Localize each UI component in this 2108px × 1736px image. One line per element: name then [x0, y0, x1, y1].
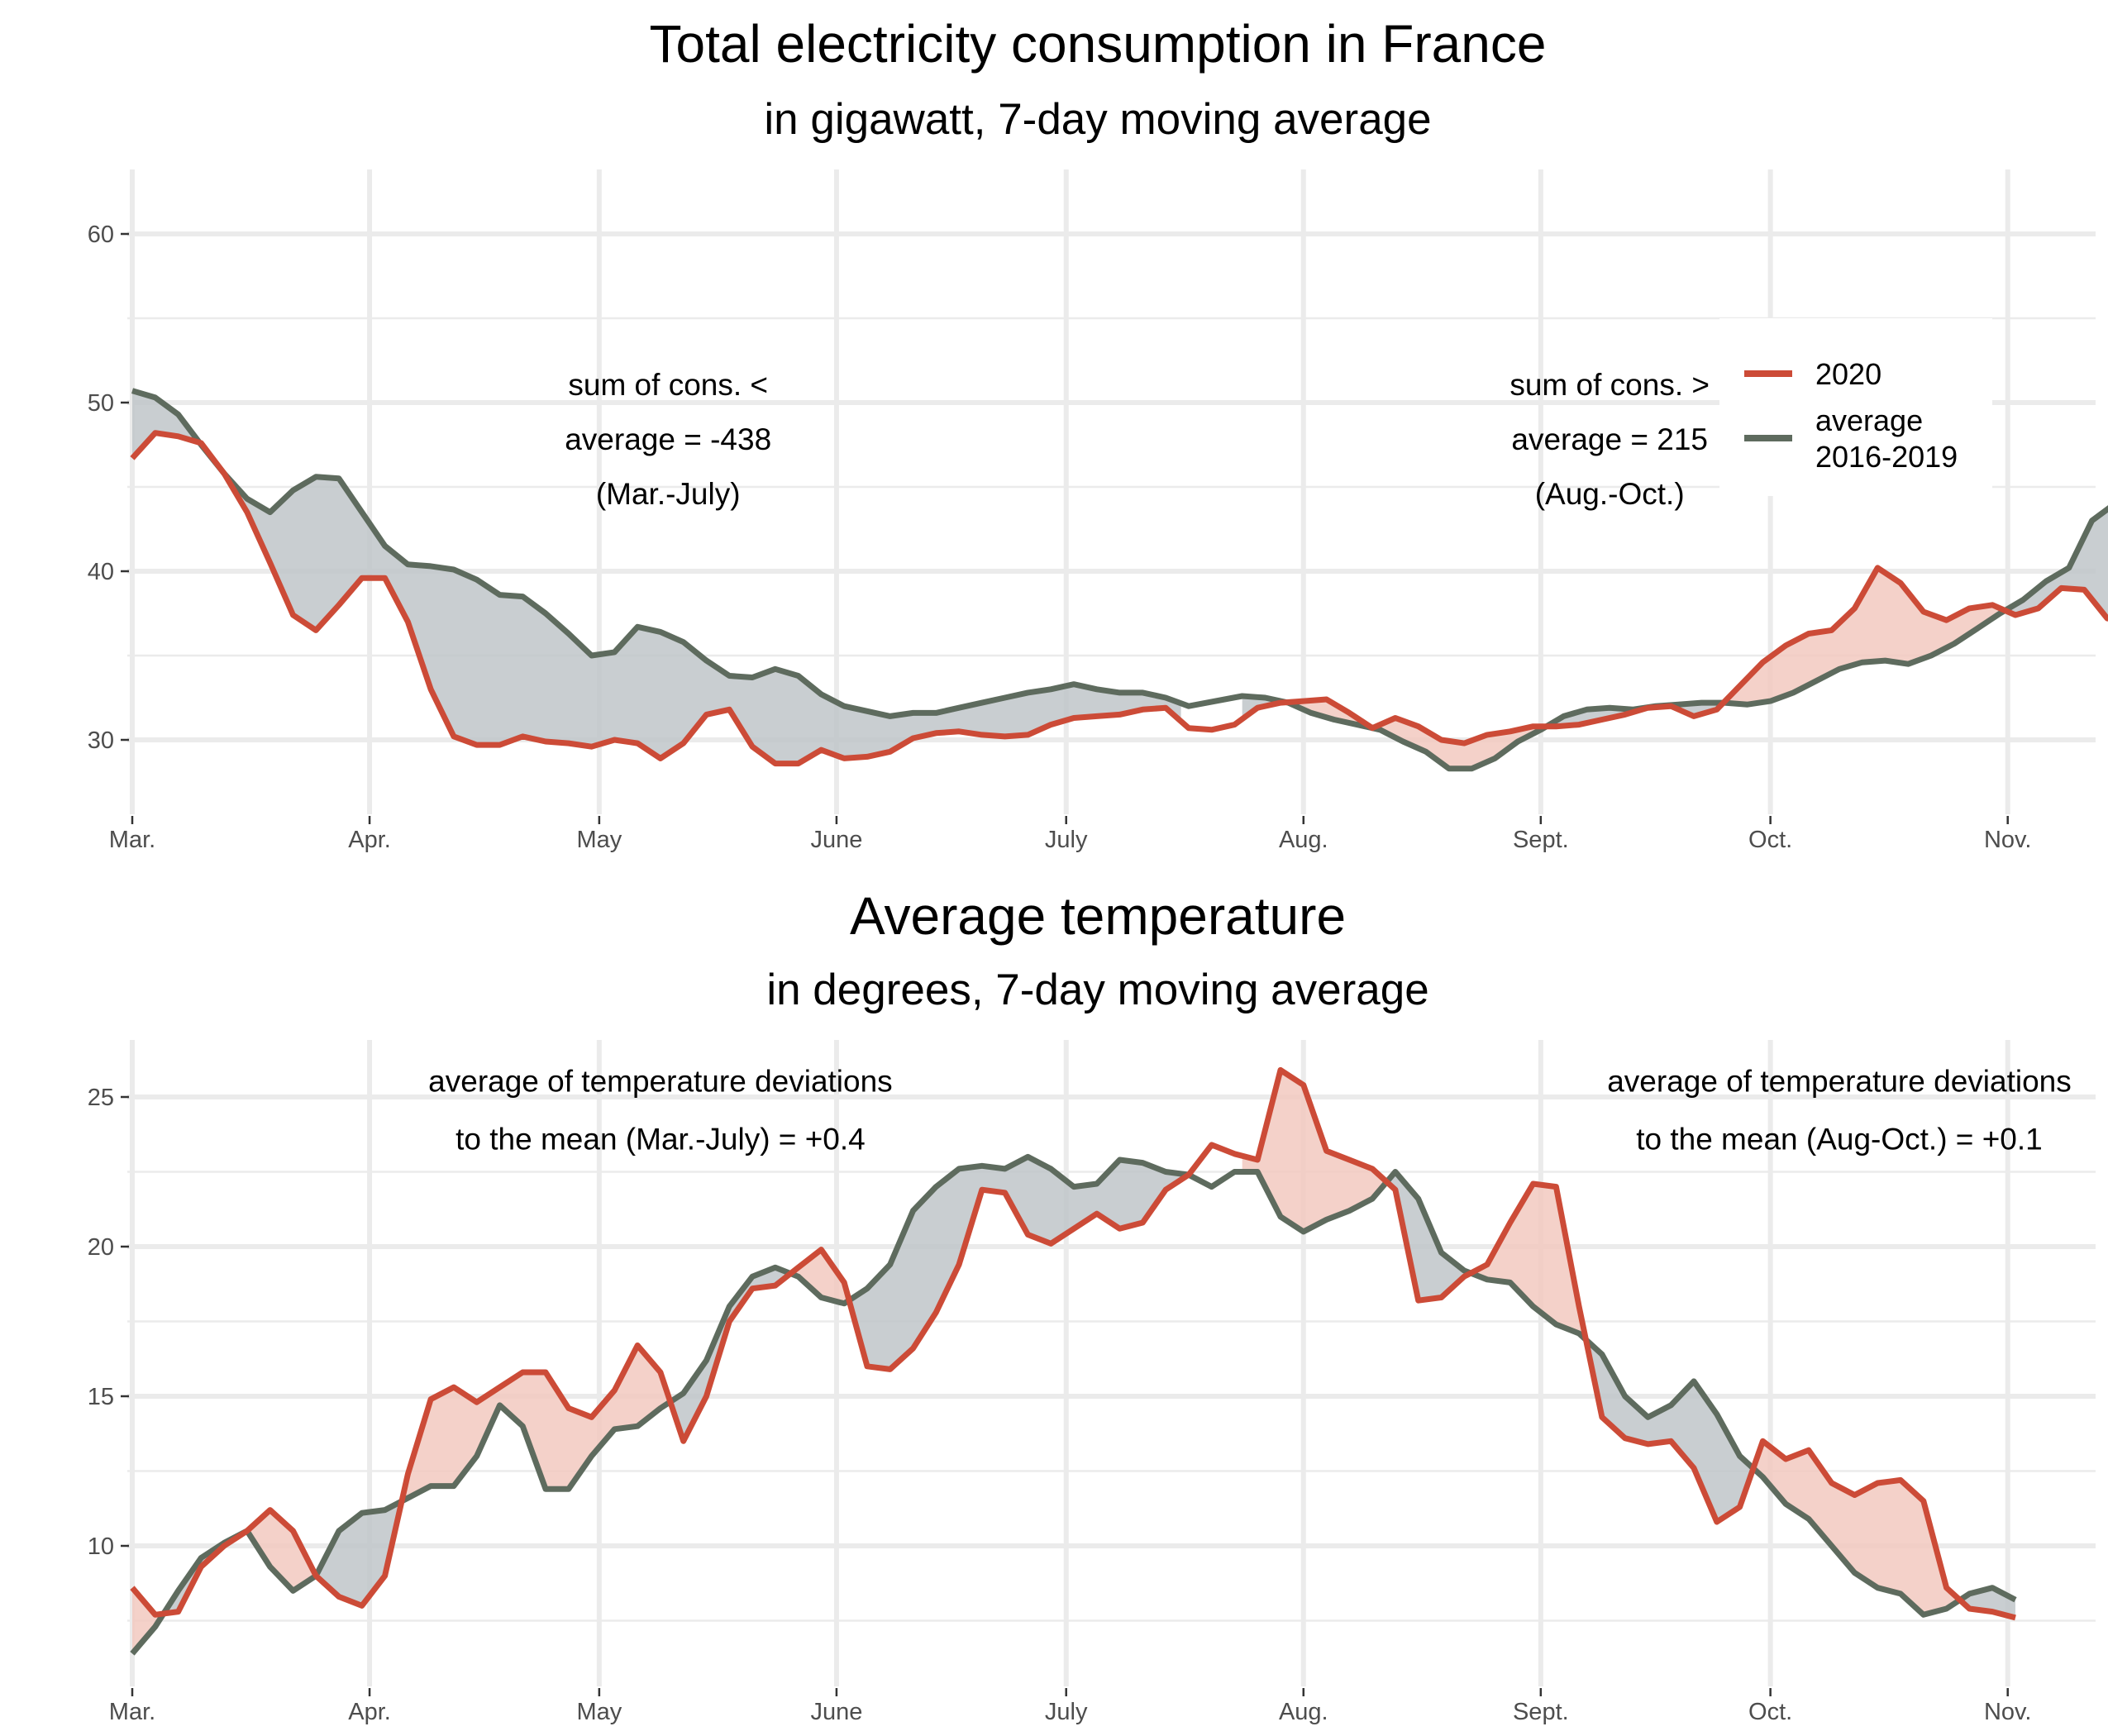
- temperature-annotation-line: average of temperature deviations: [428, 1065, 893, 1099]
- temperature-deviation-ribbons: [132, 1070, 2015, 1654]
- electricity-x-tick-label: Nov.: [1984, 827, 2031, 853]
- electricity-annotation-line: (Mar.-July): [596, 477, 741, 511]
- temperature-x-tick-label: Nov.: [1984, 1699, 2031, 1725]
- electricity-y-tick-label: 30: [88, 727, 114, 754]
- temperature-x-tick-label: Mar.: [109, 1699, 155, 1725]
- temperature-fill-below-average: [1387, 1171, 1468, 1301]
- temperature-annotation-line: to the mean (Mar.-July) = +0.4: [455, 1123, 866, 1157]
- electricity-y-tick-label: 60: [88, 222, 114, 248]
- electricity-chart-panel: Total electricity consumption in France …: [88, 14, 2108, 853]
- temperature-fill-above-average: [246, 1509, 317, 1591]
- temperature-series-line-average-2016-2019: [130, 1153, 2017, 1656]
- temperature-x-tick-label: Oct.: [1748, 1699, 1792, 1725]
- temperature-series-line-2020: [130, 1066, 2016, 1621]
- electricity-x-tick-label: Apr.: [348, 827, 391, 853]
- electricity-x-tick-label: Mar.: [109, 827, 155, 853]
- temperature-chart-panel: Average temperature in degrees, 7-day mo…: [88, 886, 2096, 1725]
- electricity-x-tick-label: Oct.: [1748, 827, 1792, 853]
- electricity-annotation-line: sum of cons. >: [1509, 368, 1710, 402]
- temperature-grid: 10 15 20 25 Mar. Apr. May June July Aug. Sept. Oct.…: [88, 1040, 2096, 1725]
- electricity-annotation-line: average = 215: [1511, 422, 1708, 456]
- electricity-fill-below-average: [227, 476, 1181, 764]
- electricity-annotation-line: sum of cons. <: [568, 368, 768, 402]
- temperature-x-tick-label: Aug.: [1279, 1699, 1328, 1725]
- temperature-chart-subtitle: in degrees, 7-day moving average: [766, 966, 1428, 1014]
- temperature-x-tick-label: Sept.: [1513, 1699, 1569, 1725]
- electricity-y-tick-label: 50: [88, 390, 114, 417]
- temperature-fill-above-average: [1242, 1070, 1385, 1232]
- temperature-fill-below-average: [671, 1267, 787, 1442]
- electricity-chart-subtitle: in gigawatt, 7-day moving average: [764, 95, 1431, 144]
- temperature-x-tick-label: Apr.: [348, 1699, 391, 1725]
- electricity-x-tick-label: May: [576, 827, 622, 853]
- electricity-fill-below-average: [132, 390, 198, 459]
- temperature-fill-above-average: [132, 1587, 164, 1654]
- electricity-x-tick-label: June: [810, 827, 862, 853]
- electricity-x-tick-label: Sept.: [1513, 827, 1569, 853]
- electricity-chart-title: Total electricity consumption in France: [650, 14, 1547, 74]
- electricity-series-line-2020: [130, 430, 2108, 767]
- legend-label: 2020: [1815, 357, 1881, 391]
- temperature-fill-above-average: [1471, 1183, 1583, 1338]
- temperature-annotation-line: average of temperature deviations: [1607, 1065, 2072, 1099]
- electricity-grid: 30 40 50 60 Mar. Apr. May June July Aug. Sept. Oct.…: [88, 169, 2096, 853]
- legend-label: 2016-2019: [1815, 440, 1958, 474]
- electricity-x-tick-label: Aug.: [1279, 827, 1328, 853]
- temperature-y-tick-label: 10: [88, 1533, 114, 1560]
- electricity-series-line-average-2016-2019: [131, 388, 2108, 772]
- temperature-x-tick-label: May: [576, 1699, 622, 1725]
- temperature-annotation-line: to the mean (Aug-Oct.) = +0.1: [1636, 1123, 2043, 1157]
- temperature-fill-below-average: [1586, 1340, 1752, 1523]
- temperature-y-tick-label: 25: [88, 1085, 114, 1111]
- temperature-y-tick-label: 15: [88, 1384, 114, 1410]
- temperature-x-tick-label: June: [810, 1699, 862, 1725]
- temperature-fill-above-average: [1755, 1441, 1958, 1615]
- electricity-x-tick-label: July: [1045, 827, 1088, 853]
- electricity-annotation-line: average = -438: [565, 422, 771, 456]
- temperature-fill-below-average: [851, 1157, 1181, 1370]
- temperature-chart-title: Average temperature: [850, 886, 1346, 946]
- legend-background: [1719, 318, 1992, 496]
- electricity-y-tick-label: 40: [88, 559, 114, 585]
- temperature-y-tick-label: 20: [88, 1234, 114, 1261]
- electricity-fill-above-average: [1724, 567, 2005, 705]
- legend-label: average: [1815, 403, 1923, 437]
- temperature-x-tick-label: July: [1045, 1699, 1088, 1725]
- electricity-annotation-line: (Aug.-Oct.): [1535, 477, 1685, 511]
